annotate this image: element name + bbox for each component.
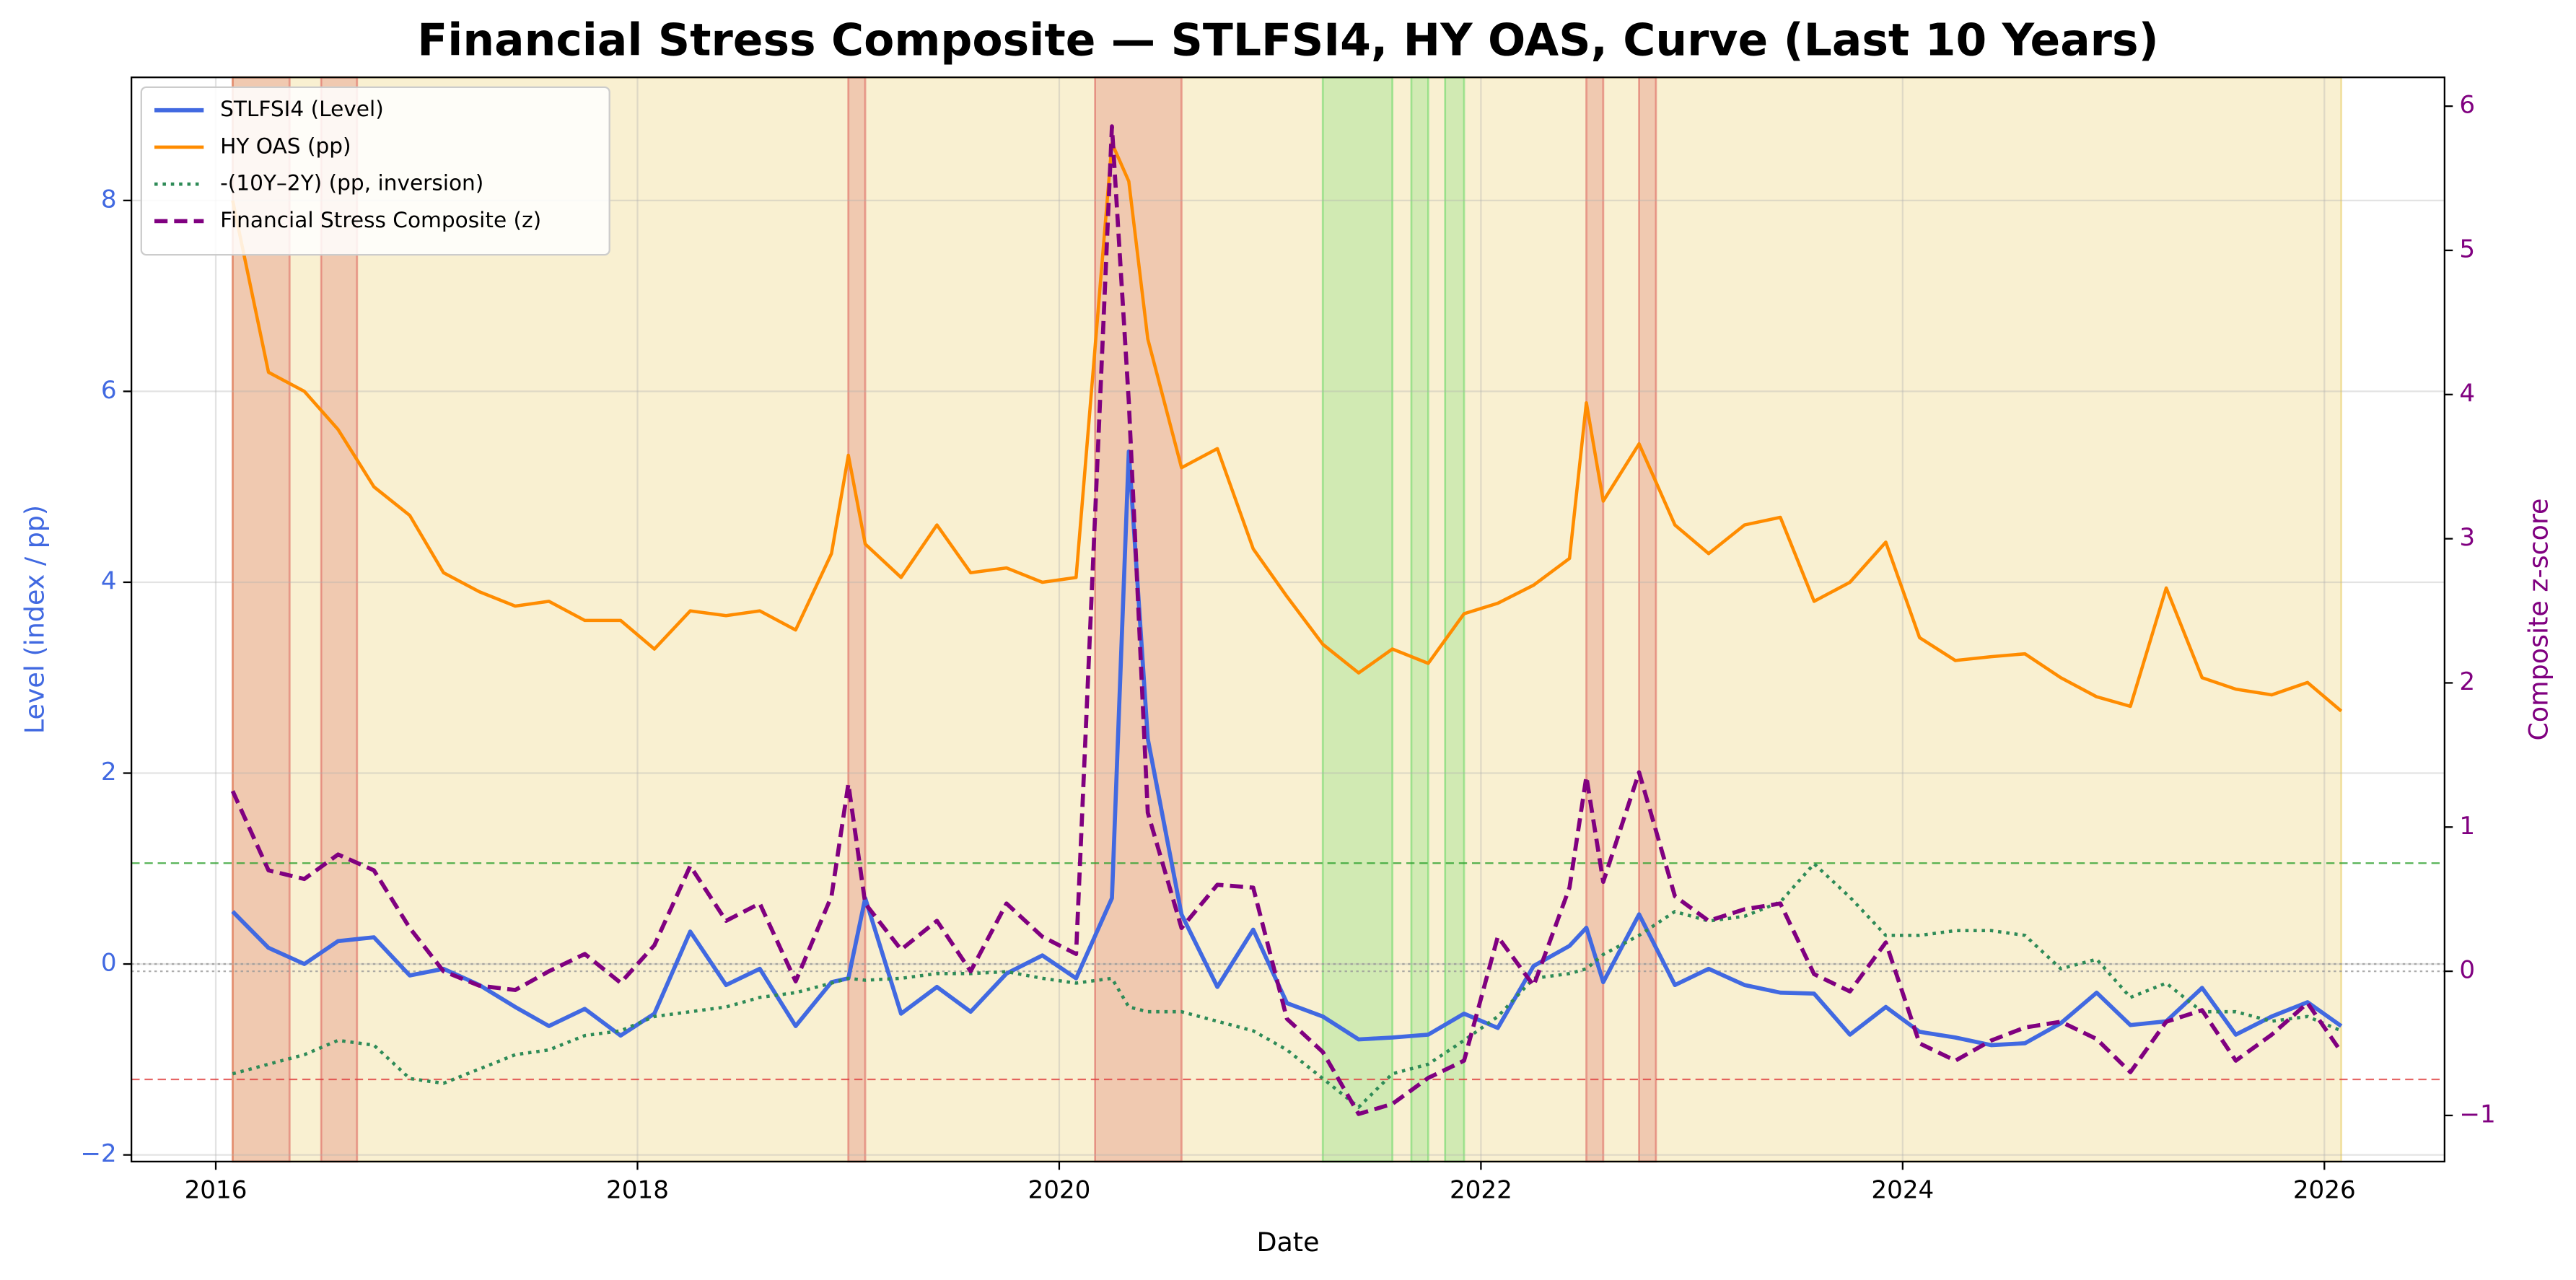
- y2-tick-label: 5: [2459, 234, 2475, 263]
- plot-frame: [131, 76, 2445, 1163]
- legend-label: -(10Y–2Y) (pp, inversion): [220, 171, 483, 196]
- y2-tick-label: 4: [2459, 379, 2475, 408]
- regime-band: [1321, 76, 1394, 1163]
- y2-axis-label: Composite z-score: [2523, 499, 2554, 741]
- x-axis-label: Date: [1256, 1227, 1319, 1258]
- legend-box: [140, 86, 610, 256]
- y-tick-label: 8: [101, 185, 117, 214]
- y-tick-label: 4: [101, 566, 117, 595]
- x-tick-label: 2022: [1450, 1175, 1512, 1204]
- y2-tick-label: 1: [2459, 812, 2475, 841]
- x-tick-label: 2016: [185, 1175, 247, 1204]
- y-axis-label: Level (index / pp): [19, 505, 51, 734]
- y-tick-label: 0: [101, 949, 117, 978]
- series-line: [231, 141, 2343, 713]
- legend: STLFSI4 (Level) HY OAS (pp) -(10Y–2Y) (pp,…: [140, 86, 610, 256]
- y-tick-label: −2: [80, 1139, 116, 1168]
- series-line: [230, 124, 2344, 1116]
- regime-band: [1638, 76, 1657, 1163]
- x-tick-label: 2026: [2293, 1175, 2356, 1204]
- y-tick-label: 6: [101, 376, 117, 405]
- x-tick-label: 2018: [606, 1175, 669, 1204]
- legend-label: HY OAS (pp): [220, 133, 351, 158]
- y2-tick-label: −1: [2459, 1100, 2495, 1128]
- regime-band: [847, 76, 867, 1163]
- plot-area: [131, 124, 2445, 1116]
- x-tick-label: 2020: [1028, 1175, 1090, 1204]
- regime-band: [232, 76, 291, 1163]
- y2-tick-label: 2: [2459, 667, 2475, 696]
- regime-band: [1585, 76, 1605, 1163]
- x-tick-label: 2024: [1871, 1175, 1934, 1204]
- y-tick-label: 2: [101, 758, 117, 786]
- regime-band: [1410, 76, 1429, 1163]
- legend-label: Financial Stress Composite (z): [220, 208, 541, 232]
- y2-tick-label: 6: [2459, 91, 2475, 120]
- chart-title: Financial Stress Composite — STLFSI4, HY…: [417, 14, 2158, 66]
- legend-label: STLFSI4 (Level): [220, 97, 384, 121]
- series-line: [231, 449, 2343, 1048]
- y2-tick-label: 3: [2459, 523, 2475, 552]
- axes: 2016 2018 2020 2022 2024 2026 −2 0 2 4 6 8 −1 0 1 2 3 4 5 6: [80, 91, 2495, 1205]
- y2-tick-label: 0: [2459, 956, 2475, 985]
